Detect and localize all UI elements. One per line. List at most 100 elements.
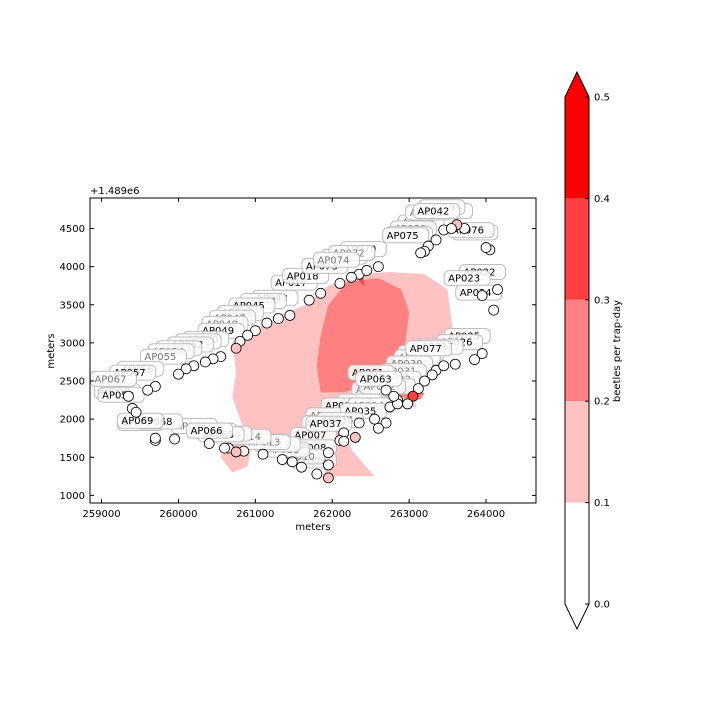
colorbar-band-0	[565, 502, 589, 604]
y-axis-label: meters	[46, 333, 57, 368]
trap-ap075: AP075	[382, 227, 430, 244]
trap-ap023: AP023	[443, 270, 491, 287]
trap-marker	[407, 390, 419, 402]
trap-marker	[369, 413, 380, 425]
trap-marker	[322, 472, 334, 484]
trap-marker	[380, 384, 392, 396]
trap-marker	[449, 358, 461, 370]
trap-marker	[130, 406, 142, 418]
trap-label: AP018	[287, 271, 319, 282]
offset-text: +1.489e6	[90, 186, 140, 197]
colorbar-tick-label: 0.5	[594, 93, 610, 104]
trap-label-box	[355, 370, 403, 387]
trap-marker	[372, 422, 384, 434]
trap-label: AP077	[410, 344, 442, 355]
x-axis-ticks: 259000 260000 261000 262000 263000 264000	[82, 198, 505, 520]
trap-label: AP037	[310, 419, 342, 430]
y-tick-label: 4000	[60, 262, 85, 273]
trap-marker	[488, 304, 500, 316]
y-tick-label: 2500	[60, 377, 85, 388]
plot-frame	[89, 197, 537, 504]
trap-marker	[361, 265, 373, 276]
x-axis-label: meters	[295, 522, 330, 533]
trap-label: AP042	[417, 207, 449, 218]
trap-marker	[415, 247, 427, 259]
y-tick-label: 3000	[60, 338, 85, 349]
trap-marker	[492, 284, 503, 295]
y-tick-label: 1000	[60, 491, 85, 502]
colorbar-band-4	[565, 97, 589, 199]
trap-marker	[142, 384, 154, 396]
trap-marker	[402, 398, 413, 410]
x-tick-label: 261000	[236, 509, 274, 520]
trap-marker	[349, 432, 361, 443]
trap-marker	[419, 375, 430, 387]
trap-layer: AP001AP002AP003AP004AP005AP006AP007AP008…	[90, 199, 507, 484]
trap-marker	[322, 447, 334, 459]
y-tick-label: 1500	[60, 453, 85, 464]
trap-marker	[199, 356, 211, 368]
trap-label-box	[139, 348, 187, 365]
trap-label: AP035	[344, 406, 376, 417]
trap-ap067: AP067	[90, 370, 137, 387]
trap-label-box	[412, 203, 460, 219]
trap-marker	[219, 442, 230, 454]
trap-ap055: AP055	[139, 348, 187, 365]
colorbar-band-2	[565, 299, 589, 402]
trap-ap042: AP042	[412, 203, 460, 219]
colorbar-tick-label: 0.0	[594, 600, 610, 611]
trap-marker	[242, 329, 254, 341]
trap-label-box	[312, 251, 360, 268]
trap-label: AP069	[121, 416, 153, 427]
trap-label: AP023	[448, 274, 480, 285]
colorbar: 0.0 0.1 0.2 0.3 0.4 0.5	[564, 70, 610, 631]
trap-marker	[230, 342, 242, 354]
colorbar-band-1	[565, 401, 589, 503]
trap-marker	[169, 433, 180, 445]
trap-marker	[346, 271, 357, 283]
trap-ap074: AP074	[312, 251, 360, 268]
x-tick-label: 259000	[82, 509, 120, 520]
colorbar-tick-label: 0.2	[594, 397, 610, 408]
trap-label: AP074	[317, 255, 349, 266]
trap-marker	[149, 432, 161, 444]
trap-label: AP007	[294, 431, 326, 442]
trap-marker	[315, 287, 327, 299]
trap-marker	[334, 277, 346, 289]
y-tick-label: 3500	[60, 300, 85, 311]
trap-label: AP067	[94, 374, 126, 385]
trap-marker	[303, 294, 315, 306]
trap-label: AP066	[191, 426, 223, 437]
colorbar-extend-max	[565, 72, 589, 97]
trap-marker	[286, 456, 298, 468]
colorbar-tick-label: 0.4	[594, 194, 610, 205]
colorbar-label: beetles per trap-day	[612, 300, 623, 402]
colorbar-tick-label: 0.3	[594, 295, 610, 306]
trap-label: AP075	[387, 231, 419, 242]
trap-ap063: AP063	[355, 370, 403, 387]
trap-ap037: AP037	[305, 415, 353, 432]
trap-marker	[272, 313, 284, 324]
trap-label: AP059	[102, 390, 134, 401]
trap-marker	[230, 446, 242, 458]
trap-marker	[203, 438, 215, 449]
trap-marker	[322, 459, 334, 471]
trap-ap066: AP066	[186, 422, 234, 439]
trap-marker	[480, 242, 492, 253]
trap-marker	[296, 461, 307, 473]
trap-marker	[388, 390, 400, 402]
trap-label: AP055	[144, 352, 176, 363]
trap-marker	[261, 317, 273, 329]
trap-marker	[469, 354, 480, 366]
trap-marker	[257, 448, 269, 460]
colorbar-extend-min	[565, 604, 589, 629]
trap-marker	[353, 417, 365, 429]
trap-marker	[180, 363, 192, 375]
trap-ap059: AP059	[97, 386, 145, 403]
trap-label: AP024	[460, 288, 492, 299]
trap-label-box	[405, 340, 453, 357]
x-tick-label: 260000	[159, 509, 197, 520]
trap-marker	[446, 223, 457, 234]
trap-marker	[476, 290, 488, 302]
